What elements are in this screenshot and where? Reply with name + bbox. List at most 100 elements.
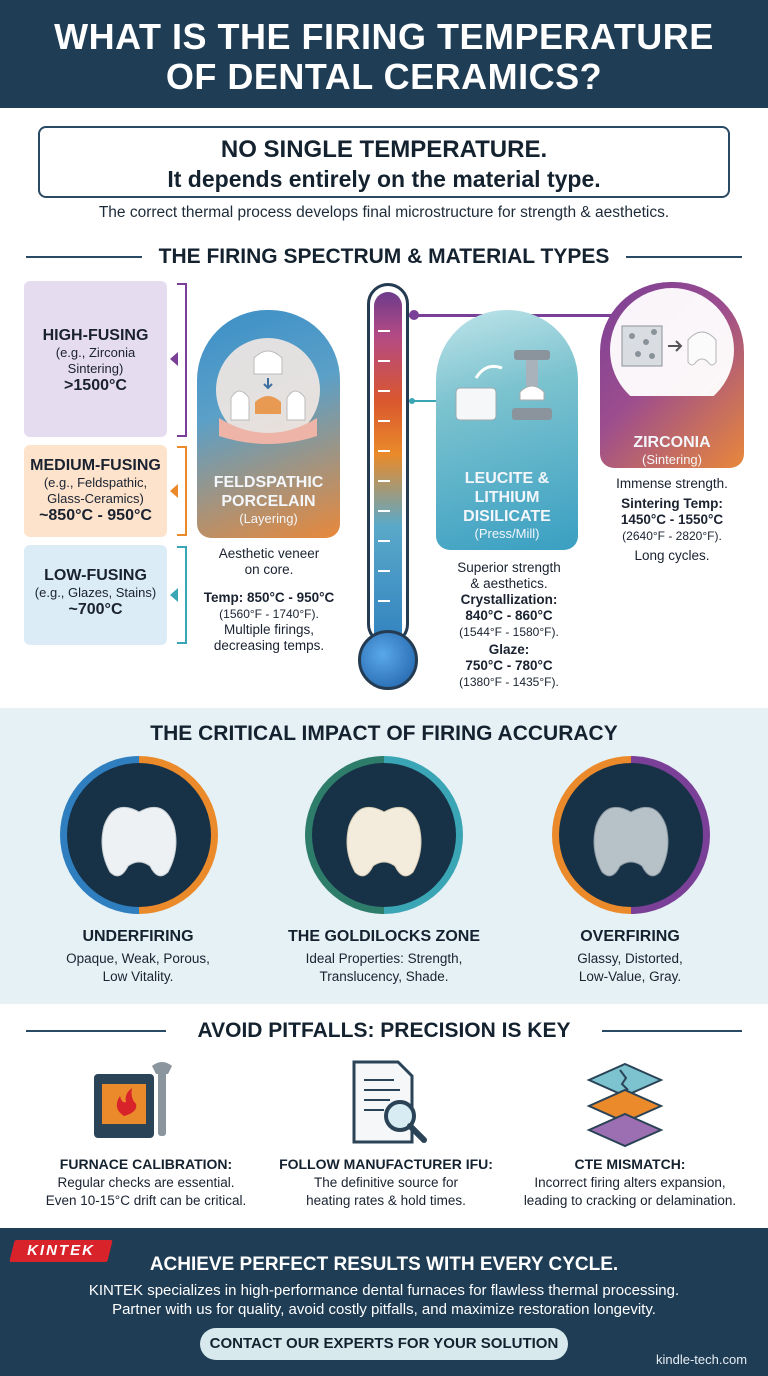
impact-heading: THE GOLDILOCKS ZONE: [288, 928, 480, 945]
pitfall-line: Regular checks are essential.: [57, 1175, 235, 1190]
desc-temp: 750°C - 780°C: [465, 658, 553, 673]
thermometer-tick: [378, 390, 390, 392]
thermometer-tick: [378, 330, 390, 332]
feldspathic-description: Aesthetic veneer on core. Temp: 850°C - …: [193, 546, 345, 654]
material-name: LITHIUM: [474, 489, 540, 506]
fusing-temp: ~700°C: [68, 601, 123, 618]
cracked-layers-icon: [586, 1062, 664, 1148]
impact-title: THE CRITICAL IMPACT OF FIRING ACCURACY: [150, 722, 618, 745]
impact-line: Ideal Properties: Strength,: [305, 951, 463, 966]
contact-experts-button[interactable]: CONTACT OUR EXPERTS FOR YOUR SOLUTION: [200, 1328, 568, 1360]
thermometer-tick: [378, 360, 390, 362]
intro-headline: NO SINGLE TEMPERATURE.: [220, 136, 548, 163]
divider: [602, 1030, 742, 1032]
pitfall-heading: CTE MISMATCH:: [574, 1156, 686, 1172]
material-method: (Layering): [239, 511, 298, 526]
desc-line: decreasing temps.: [213, 638, 325, 653]
impact-heading: UNDERFIRING: [82, 928, 194, 945]
thermometer-tick: [378, 420, 390, 422]
impact-line: Glassy, Distorted,: [577, 951, 683, 966]
pitfall-line: heating rates & hold times.: [306, 1193, 466, 1208]
thermometer-tick: [378, 600, 390, 602]
pitfalls-title: AVOID PITFALLS: PRECISION IS KEY: [197, 1019, 571, 1042]
thermometer-tick: [378, 510, 390, 512]
material-name: FELDSPATHIC: [213, 474, 324, 491]
thermometer-tick: [378, 450, 390, 452]
material-name: DISILICATE: [463, 508, 551, 525]
fusing-heading: LOW-FUSING: [44, 567, 147, 584]
underfiring-ring: [60, 756, 218, 914]
pitfall-heading: FURNACE CALIBRATION:: [59, 1156, 233, 1172]
goldilocks-block: THE GOLDILOCKS ZONE Ideal Properties: St…: [270, 928, 498, 986]
pitfall-calibration: FURNACE CALIBRATION: Regular checks are …: [26, 1156, 266, 1210]
website-link[interactable]: kindle-tech.com: [656, 1352, 748, 1367]
medium-fusing-box: MEDIUM-FUSING (e.g., Feldspathic, Glass-…: [24, 445, 167, 537]
fusing-example: Sintering): [67, 361, 124, 376]
pointer-arrow: [170, 352, 178, 366]
pitfall-line: Incorrect firing alters expansion,: [534, 1175, 726, 1190]
feldspathic-card: FELDSPATHIC PORCELAIN (Layering): [197, 310, 340, 538]
intro-subheadline: It depends entirely on the material type…: [167, 166, 601, 192]
pointer-arrow: [170, 588, 178, 602]
pointer-arrow: [170, 484, 178, 498]
pitfall-heading: FOLLOW MANUFACTURER IFU:: [279, 1156, 493, 1172]
desc-temp: 1450°C - 1550°C: [620, 512, 724, 527]
connector-dot: [409, 398, 415, 404]
fusing-heading: HIGH-FUSING: [42, 327, 149, 344]
divider: [26, 256, 142, 258]
page-title-line2: OF DENTAL CERAMICS?: [165, 56, 603, 97]
thermometer-gradient: [374, 292, 402, 652]
impact-heading: OVERFIRING: [580, 928, 680, 945]
material-method: (Sintering): [642, 452, 702, 467]
thermometer-tick: [378, 540, 390, 542]
material-name: PORCELAIN: [221, 493, 316, 510]
intro-callout: NO SINGLE TEMPERATURE. It depends entire…: [38, 126, 730, 198]
fusing-example: Glass-Ceramics): [47, 491, 144, 506]
pitfall-cte: CTE MISMATCH: Incorrect firing alters ex…: [502, 1156, 758, 1210]
opaque-tooth-icon: [101, 806, 177, 877]
desc-line: on core.: [244, 562, 294, 577]
desc-temp: Crystallization:: [460, 592, 558, 607]
thermometer-bulb: [358, 630, 418, 690]
footer-line: KINTEK specializes in high-performance d…: [88, 1282, 680, 1299]
desc-line: Aesthetic veneer: [218, 546, 320, 561]
bracket: [177, 546, 187, 644]
desc-line: Immense strength.: [616, 476, 728, 491]
overfiring-block: OVERFIRING Glassy, Distorted, Low-Value,…: [522, 928, 738, 986]
zirconia-description: Immense strength. Sintering Temp: 1450°C…: [600, 476, 744, 564]
footer-title: ACHIEVE PERFECT RESULTS WITH EVERY CYCLE…: [149, 1254, 619, 1275]
pitfall-ifu: FOLLOW MANUFACTURER IFU: The definitive …: [266, 1156, 506, 1210]
desc-temp: Temp: 850°C - 950°C: [203, 590, 335, 605]
impact-line: Low-Value, Gray.: [578, 969, 682, 984]
desc-line: Long cycles.: [634, 548, 710, 563]
desc-temp: Glaze:: [488, 642, 530, 657]
fusing-temp: ~850°C - 950°C: [39, 507, 152, 524]
crown-on-bridge-icon: [216, 338, 320, 444]
desc-temp-f: (2640°F - 2820°F).: [622, 529, 722, 543]
connector-dot: [409, 310, 419, 320]
lithium-description: Superior strength & aesthetics. Crystall…: [430, 560, 588, 690]
desc-temp: Sintering Temp:: [621, 496, 723, 511]
impact-line: Low Vitality.: [102, 969, 174, 984]
thermometer-tick: [378, 570, 390, 572]
desc-line: Superior strength: [457, 560, 561, 575]
material-name: LEUCITE &: [464, 470, 550, 487]
fusing-heading: MEDIUM-FUSING: [30, 457, 161, 474]
fusing-temp: >1500°C: [64, 377, 127, 394]
fusing-example: (e.g., Glazes, Stains): [34, 585, 157, 600]
overfiring-ring: [552, 756, 710, 914]
low-fusing-box: LOW-FUSING (e.g., Glazes, Stains) ~700°C: [24, 545, 167, 645]
desc-temp: 840°C - 860°C: [465, 608, 553, 623]
pitfall-line: The definitive source for: [313, 1175, 459, 1190]
impact-line: Opaque, Weak, Porous,: [66, 951, 210, 966]
press-mill-icon: [455, 350, 552, 421]
zirconia-card: ZIRCONIA (Sintering): [600, 282, 744, 468]
bracket: [177, 283, 187, 437]
bracket: [177, 446, 187, 536]
footer-line: Partner with us for quality, avoid costl…: [112, 1301, 656, 1318]
document-search-icon: [352, 1060, 427, 1144]
fusing-example: (e.g., Feldspathic,: [43, 475, 148, 490]
divider: [26, 1030, 166, 1032]
divider: [626, 256, 742, 258]
pitfall-line: leading to cracking or delamination.: [523, 1193, 737, 1208]
